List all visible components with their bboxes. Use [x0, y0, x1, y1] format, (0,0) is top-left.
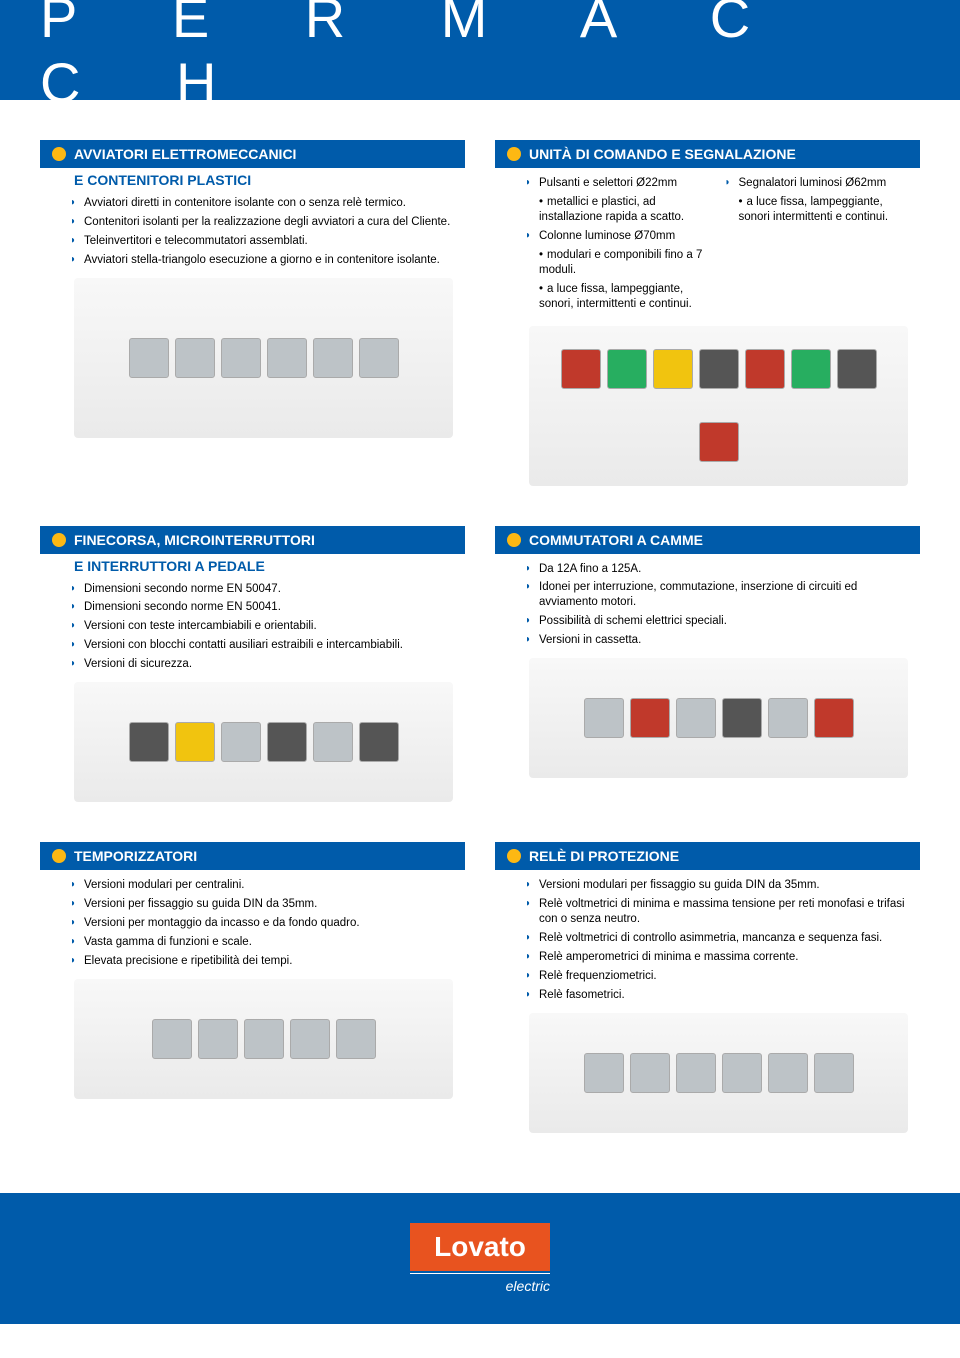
list-item: Versioni modulari per centralini. [74, 878, 453, 893]
list-item: Versioni con teste intercambiabili e ori… [74, 619, 453, 634]
list-item: Colonne luminose Ø70mm [529, 229, 709, 244]
list-item: Teleinvertitori e telecommutatori assemb… [74, 234, 453, 249]
section-subtitle: E INTERRUTTORI A PEDALE [40, 554, 465, 582]
section-title: AVVIATORI ELETTROMECCANICI [74, 146, 296, 162]
list-item: Avviatori stella-triangolo esecuzione a … [74, 253, 453, 268]
section-title: TEMPORIZZATORI [74, 848, 197, 864]
product-image-placeholder [74, 278, 453, 438]
list-item: Versioni con blocchi contatti ausiliari … [74, 638, 453, 653]
section-temporizzatori: TEMPORIZZATORI Versioni modulari per cen… [40, 842, 465, 1133]
bullet-list: Avviatori diretti in contenitore isolant… [40, 196, 465, 268]
list-item: Pulsanti e selettori Ø22mm [529, 176, 709, 191]
list-item: Dimensioni secondo norme EN 50041. [74, 600, 453, 615]
brand-subtitle: electric [410, 1278, 550, 1294]
bullet-list: Versioni modulari per centralini. Versio… [40, 870, 465, 969]
list-item: Versioni modulari per fissaggio su guida… [529, 878, 908, 893]
list-item: Relè fasometrici. [529, 988, 908, 1003]
list-item: Versioni di sicurezza. [74, 657, 453, 672]
section-header: COMMUTATORI A CAMME [495, 526, 920, 554]
list-item: Vasta gamma di funzioni e scale. [74, 935, 453, 950]
sub-item: a luce fissa, lampeggiante, sonori inter… [729, 195, 909, 225]
sub-item: a luce fissa, lampeggiante, sonori, inte… [529, 282, 709, 312]
bullet-list: Versioni modulari per fissaggio su guida… [495, 870, 920, 1003]
list-item: Relè amperometrici di minima e massima c… [529, 950, 908, 965]
list-item: Relè voltmetrici di minima e massima ten… [529, 897, 908, 927]
list-item: Segnalatori luminosi Ø62mm [729, 176, 909, 191]
section-header: TEMPORIZZATORI [40, 842, 465, 870]
section-subtitle: E CONTENITORI PLASTICI [40, 168, 465, 196]
product-image-placeholder [74, 979, 453, 1099]
section-header: AVVIATORI ELETTROMECCANICI [40, 140, 465, 168]
list-item: Versioni in cassetta. [529, 633, 908, 648]
bullet-list: Da 12A fino a 125A. Idonei per interruzi… [495, 554, 920, 649]
bullet-dot-icon [52, 533, 66, 547]
section-title: COMMUTATORI A CAMME [529, 532, 703, 548]
bullet-dot-icon [52, 147, 66, 161]
content-area: AVVIATORI ELETTROMECCANICI E CONTENITORI… [0, 100, 960, 1193]
column-right: Segnalatori luminosi Ø62mm a luce fissa,… [729, 176, 909, 316]
list-item: Avviatori diretti in contenitore isolant… [74, 196, 453, 211]
section-rele: RELÈ DI PROTEZIONE Versioni modulari per… [495, 842, 920, 1133]
row-2: FINECORSA, MICROINTERRUTTORI E INTERRUTT… [40, 526, 920, 803]
bullet-dot-icon [507, 533, 521, 547]
list-item: Elevata precisione e ripetibilità dei te… [74, 954, 453, 969]
list-item: Versioni per fissaggio su guida DIN da 3… [74, 897, 453, 912]
section-finecorsa: FINECORSA, MICROINTERRUTTORI E INTERRUTT… [40, 526, 465, 803]
product-image-placeholder [529, 658, 908, 778]
product-image-placeholder [529, 1013, 908, 1133]
brand-logo: Lovato electric [410, 1223, 550, 1294]
bullet-dot-icon [507, 147, 521, 161]
footer-band: Lovato electric [0, 1193, 960, 1324]
section-avviatori: AVVIATORI ELETTROMECCANICI E CONTENITORI… [40, 140, 465, 486]
product-image-placeholder [74, 682, 453, 802]
header-band: P E R M A C C H [0, 0, 960, 100]
list-item: Possibilità di schemi elettrici speciali… [529, 614, 908, 629]
sub-item: modulari e componibili fino a 7 moduli. [529, 248, 709, 278]
list-item: Dimensioni secondo norme EN 50047. [74, 582, 453, 597]
list-item: Da 12A fino a 125A. [529, 562, 908, 577]
list-item: Relè voltmetrici di controllo asimmetria… [529, 931, 908, 946]
list-item: Idonei per interruzione, commutazione, i… [529, 580, 908, 610]
section-title: RELÈ DI PROTEZIONE [529, 848, 679, 864]
section-title: FINECORSA, MICROINTERRUTTORI [74, 532, 315, 548]
row-3: TEMPORIZZATORI Versioni modulari per cen… [40, 842, 920, 1133]
list-item: Contenitori isolanti per la realizzazion… [74, 215, 453, 230]
bullet-dot-icon [52, 849, 66, 863]
product-image-placeholder [529, 326, 908, 486]
section-title: UNITÀ DI COMANDO E SEGNALAZIONE [529, 146, 796, 162]
logo-underline [410, 1273, 550, 1274]
row-1: AVVIATORI ELETTROMECCANICI E CONTENITORI… [40, 140, 920, 486]
page-title: P E R M A C C H [40, 0, 920, 115]
two-column-list: Pulsanti e selettori Ø22mm metallici e p… [495, 168, 920, 316]
bullet-list: Dimensioni secondo norme EN 50047. Dimen… [40, 582, 465, 673]
section-unita-comando: UNITÀ DI COMANDO E SEGNALAZIONE Pulsanti… [495, 140, 920, 486]
list-item: Versioni per montaggio da incasso e da f… [74, 916, 453, 931]
column-left: Pulsanti e selettori Ø22mm metallici e p… [529, 176, 709, 316]
section-header: RELÈ DI PROTEZIONE [495, 842, 920, 870]
list-item: Relè frequenziometrici. [529, 969, 908, 984]
section-header: FINECORSA, MICROINTERRUTTORI [40, 526, 465, 554]
bullet-dot-icon [507, 849, 521, 863]
section-commutatori: COMMUTATORI A CAMME Da 12A fino a 125A. … [495, 526, 920, 803]
sub-item: metallici e plastici, ad installazione r… [529, 195, 709, 225]
section-header: UNITÀ DI COMANDO E SEGNALAZIONE [495, 140, 920, 168]
brand-name: Lovato [410, 1223, 550, 1271]
